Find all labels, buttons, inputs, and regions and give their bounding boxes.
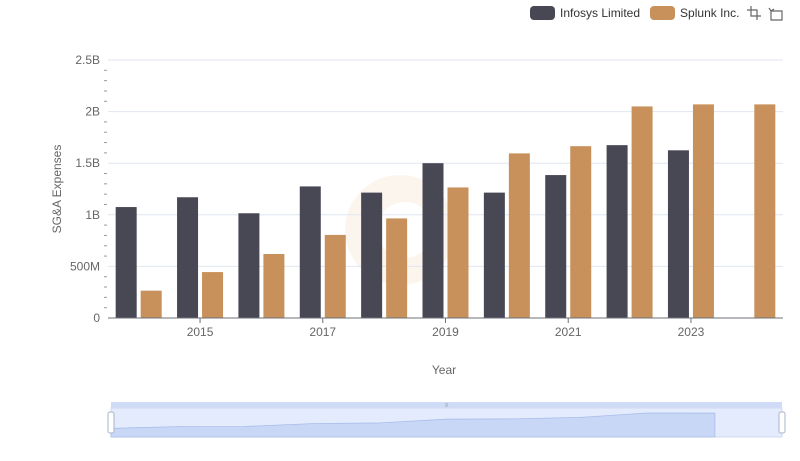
bar-splunk-2020 — [508, 153, 530, 318]
y-tick-label: 0 — [93, 311, 100, 325]
bar-infosys-2019 — [422, 163, 444, 318]
y-tick-label: 2.5B — [75, 53, 100, 67]
bar-infosys-2014 — [115, 207, 137, 318]
zoom-grip-icon: ≡ — [445, 403, 449, 409]
zoom-reset-icon[interactable] — [768, 5, 784, 21]
bar-infosys-2021 — [545, 175, 567, 318]
bar-infosys-2022 — [606, 145, 628, 318]
legend-swatch-splunk — [650, 6, 676, 20]
bar-splunk-2015 — [202, 272, 224, 318]
bar-splunk-2019 — [447, 187, 469, 318]
zoom-top-bar[interactable] — [111, 402, 782, 408]
legend-label-splunk: Splunk Inc. — [680, 6, 740, 20]
legend-label-infosys: Infosys Limited — [560, 6, 641, 20]
zoom-handle-right[interactable] — [778, 411, 786, 434]
bar-infosys-2018 — [361, 192, 383, 318]
x-tick-label: 2023 — [678, 325, 705, 339]
x-tick-label: 2017 — [309, 325, 336, 339]
legend: Infosys Limited Splunk Inc. — [530, 4, 739, 22]
bar-splunk-2017 — [324, 234, 346, 318]
legend-item-splunk[interactable]: Splunk Inc. — [650, 6, 739, 20]
bar-infosys-2023 — [667, 150, 689, 318]
bar-splunk-2022 — [631, 106, 653, 318]
bar-splunk-2023 — [692, 104, 714, 318]
legend-item-infosys[interactable]: Infosys Limited — [530, 6, 640, 20]
x-tick-label: 2015 — [187, 325, 214, 339]
legend-swatch-infosys — [530, 6, 555, 20]
y-tick-label: 1.5B — [75, 156, 100, 170]
y-tick-label: 500M — [70, 259, 100, 273]
y-tick-label: 2B — [85, 105, 100, 119]
bar-infosys-2016 — [238, 213, 260, 318]
zoom-handle-left[interactable] — [107, 411, 115, 434]
bar-splunk-2016 — [263, 254, 285, 318]
bar-splunk-2024 — [754, 104, 776, 318]
bar-infosys-2020 — [483, 192, 505, 318]
zoom-icon[interactable] — [746, 5, 762, 21]
bar-splunk-2014 — [140, 290, 162, 318]
bar-infosys-2015 — [177, 197, 199, 318]
zoom-preview-area — [110, 412, 716, 438]
x-tick-label: 2019 — [432, 325, 459, 339]
toolbox — [746, 5, 784, 21]
x-axis-title: Year — [431, 363, 457, 377]
bar-splunk-2021 — [570, 146, 592, 318]
x-tick-label: 2021 — [555, 325, 582, 339]
bar-infosys-2017 — [299, 186, 321, 318]
bar-splunk-2018 — [386, 218, 408, 318]
y-tick-label: 1B — [85, 208, 100, 222]
